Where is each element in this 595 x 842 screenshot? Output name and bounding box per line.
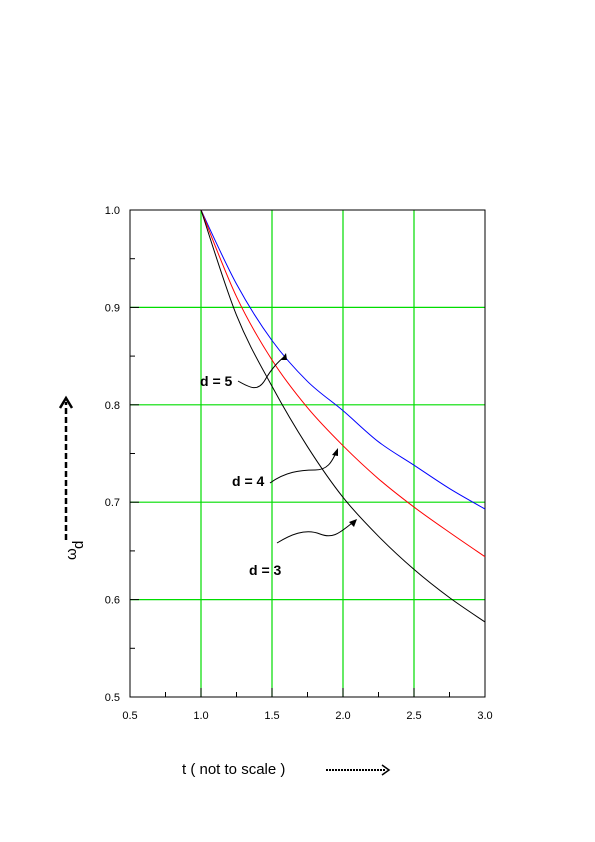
series-line-0 bbox=[200, 209, 486, 510]
series-line-2 bbox=[200, 209, 486, 623]
annotation-d3: d = 3 bbox=[249, 519, 357, 578]
y-tick-label: 0.6 bbox=[105, 595, 120, 607]
y-tick-label: 1.0 bbox=[105, 205, 120, 217]
grid bbox=[130, 210, 485, 697]
plot-frame bbox=[129, 209, 486, 698]
axis-ticks bbox=[129, 209, 486, 698]
series-line-1 bbox=[200, 209, 486, 558]
x-tick-label: 3.0 bbox=[477, 710, 492, 722]
y-axis-title: ω d bbox=[58, 395, 87, 560]
y-tick-label: 0.7 bbox=[105, 497, 120, 509]
x-axis-title: t ( not to scale ) bbox=[182, 761, 391, 778]
x-tick-label: 0.5 bbox=[122, 710, 137, 722]
x-tick-label: 1.0 bbox=[193, 710, 208, 722]
curve-label-d5: d = 5 bbox=[200, 373, 233, 389]
annotation-d4: d = 4 bbox=[232, 448, 338, 489]
x-tick-label: 1.5 bbox=[264, 710, 279, 722]
y-tick-label: 0.8 bbox=[105, 400, 120, 412]
curve-label-d3: d = 3 bbox=[249, 562, 282, 578]
y-tick-label: 0.5 bbox=[105, 692, 120, 704]
x-tick-label: 2.5 bbox=[406, 710, 421, 722]
tick-labels: 0.5 1.0 1.5 2.0 2.5 3.0 0.5 0.6 0.7 0.8 0.9 1.0 bbox=[105, 205, 493, 722]
y-axis-subscript: d bbox=[70, 541, 87, 549]
y-axis-symbol: ω bbox=[63, 548, 80, 560]
x-tick-label: 2.0 bbox=[335, 710, 350, 722]
curve-label-d4: d = 4 bbox=[232, 473, 265, 489]
y-tick-label: 0.9 bbox=[105, 302, 120, 314]
series-lines bbox=[200, 209, 486, 623]
x-axis-label: t ( not to scale ) bbox=[182, 761, 285, 778]
annotation-d5: d = 5 bbox=[200, 353, 287, 389]
